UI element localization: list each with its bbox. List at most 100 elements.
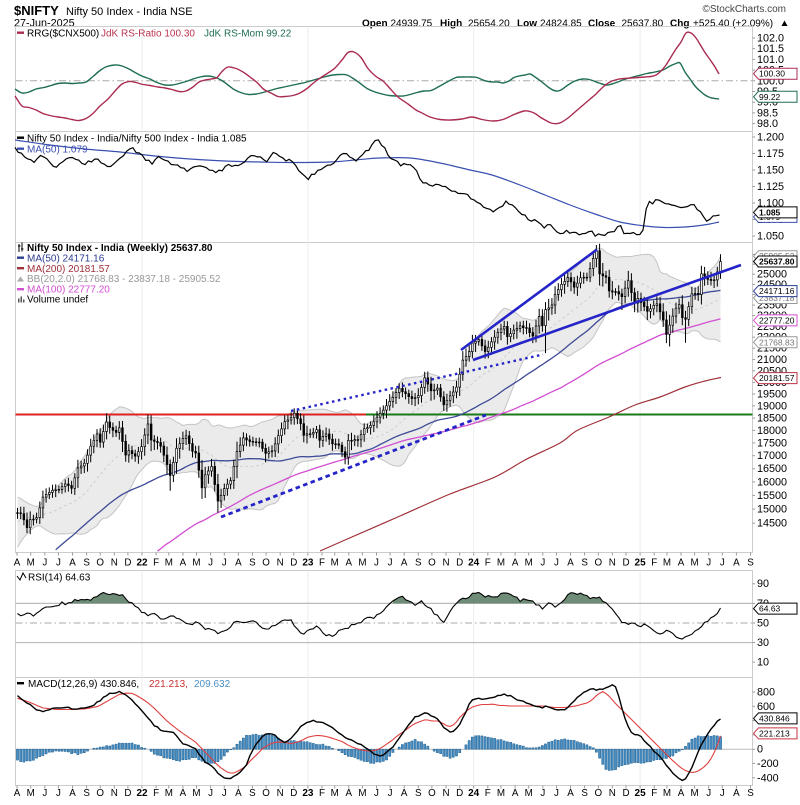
svg-text:17500: 17500 xyxy=(757,437,787,449)
svg-text:J: J xyxy=(42,558,47,569)
svg-text:J: J xyxy=(56,788,61,799)
svg-text:M: M xyxy=(331,788,339,799)
svg-text:90: 90 xyxy=(757,578,769,590)
svg-text:O: O xyxy=(594,558,602,569)
svg-text:N: N xyxy=(609,788,616,799)
svg-text:221.213,: 221.213, xyxy=(149,679,188,690)
svg-text:24824.85: 24824.85 xyxy=(540,19,582,30)
svg-text:J: J xyxy=(374,788,379,799)
svg-text:N: N xyxy=(442,788,449,799)
svg-text:1.175: 1.175 xyxy=(757,148,784,160)
svg-text:O: O xyxy=(96,558,104,569)
svg-text:J: J xyxy=(388,788,393,799)
svg-text:-200: -200 xyxy=(757,758,779,770)
svg-text:25000: 25000 xyxy=(757,269,787,281)
svg-text:MA(50) 1.079: MA(50) 1.079 xyxy=(27,145,88,156)
svg-text:MACD(12,26,9) 430.846,: MACD(12,26,9) 430.846, xyxy=(28,679,139,690)
svg-text:High: High xyxy=(440,19,462,30)
svg-text:O: O xyxy=(594,788,602,799)
svg-text:F: F xyxy=(319,788,325,799)
svg-text:A: A xyxy=(14,558,21,569)
svg-text:$NIFTY: $NIFTY xyxy=(14,3,59,18)
svg-text:25: 25 xyxy=(635,788,647,799)
svg-text:99.22: 99.22 xyxy=(759,92,781,102)
svg-text:N: N xyxy=(609,558,616,569)
svg-text:Nifty 50 Index - India NSE: Nifty 50 Index - India NSE xyxy=(66,6,193,18)
svg-text:23: 23 xyxy=(302,788,314,799)
svg-text:S: S xyxy=(747,788,754,799)
svg-text:18500: 18500 xyxy=(757,413,787,425)
svg-text:D: D xyxy=(124,558,131,569)
svg-text:O: O xyxy=(262,788,270,799)
svg-text:F: F xyxy=(651,788,657,799)
svg-text:221.213: 221.213 xyxy=(759,728,790,738)
svg-text:16500: 16500 xyxy=(757,463,787,475)
svg-text:Close: Close xyxy=(588,19,616,30)
svg-text:800: 800 xyxy=(757,687,775,699)
svg-text:M: M xyxy=(165,558,173,569)
svg-text:F: F xyxy=(485,788,491,799)
svg-text:A: A xyxy=(567,788,574,799)
svg-text:64.63: 64.63 xyxy=(759,604,781,614)
svg-text:A: A xyxy=(678,558,685,569)
svg-text:24: 24 xyxy=(468,788,480,799)
svg-text:15500: 15500 xyxy=(757,490,787,502)
svg-text:A: A xyxy=(346,558,353,569)
svg-text:N: N xyxy=(277,558,284,569)
svg-text:98.0: 98.0 xyxy=(757,118,778,130)
svg-text:1.125: 1.125 xyxy=(757,181,784,193)
svg-text:S: S xyxy=(249,788,256,799)
svg-text:O: O xyxy=(96,788,104,799)
svg-text:430.846: 430.846 xyxy=(759,713,790,723)
svg-text:A: A xyxy=(69,558,76,569)
svg-text:A: A xyxy=(567,558,574,569)
svg-text:25637.80: 25637.80 xyxy=(622,19,664,30)
svg-text:23837.18: 23837.18 xyxy=(759,293,795,303)
svg-text:J: J xyxy=(208,558,213,569)
svg-text:J: J xyxy=(222,788,227,799)
svg-text:JdK RS-Mom 99.22: JdK RS-Mom 99.22 xyxy=(204,29,292,40)
svg-text:O: O xyxy=(428,558,436,569)
svg-text:D: D xyxy=(290,788,297,799)
svg-text:1.150: 1.150 xyxy=(757,165,784,177)
svg-text:D: D xyxy=(622,558,629,569)
svg-text:Open: Open xyxy=(362,19,388,30)
svg-text:F: F xyxy=(153,788,159,799)
svg-text:1.050: 1.050 xyxy=(757,231,784,243)
svg-text:J: J xyxy=(554,788,559,799)
svg-text:M: M xyxy=(497,788,505,799)
svg-text:A: A xyxy=(180,788,187,799)
svg-text:JdK RS-Ratio 100.30: JdK RS-Ratio 100.30 xyxy=(101,29,195,40)
svg-text:A: A xyxy=(235,788,242,799)
svg-text:D: D xyxy=(456,788,463,799)
svg-text:M: M xyxy=(192,788,200,799)
svg-text:J: J xyxy=(720,788,725,799)
svg-text:15000: 15000 xyxy=(757,504,787,516)
svg-text:M: M xyxy=(27,558,35,569)
svg-text:A: A xyxy=(346,788,353,799)
svg-text:O: O xyxy=(428,788,436,799)
svg-text:Nifty 50 Index - India (Weekly: Nifty 50 Index - India (Weekly) 25637.80 xyxy=(27,243,213,254)
svg-text:19000: 19000 xyxy=(757,400,787,412)
svg-text:21768.83: 21768.83 xyxy=(759,337,795,347)
svg-text:J: J xyxy=(540,788,545,799)
svg-text:A: A xyxy=(235,558,242,569)
svg-text:S: S xyxy=(415,788,422,799)
svg-text:17000: 17000 xyxy=(757,450,787,462)
svg-text:S: S xyxy=(581,558,588,569)
svg-text:23: 23 xyxy=(302,558,314,569)
svg-text:O: O xyxy=(262,558,270,569)
svg-text:10: 10 xyxy=(757,657,769,669)
svg-text:19500: 19500 xyxy=(757,389,787,401)
svg-text:S: S xyxy=(747,558,754,569)
svg-text:M: M xyxy=(497,558,505,569)
svg-text:20181.57: 20181.57 xyxy=(759,373,795,383)
svg-text:J: J xyxy=(706,788,711,799)
svg-text:25637.80: 25637.80 xyxy=(759,257,795,267)
svg-text:16000: 16000 xyxy=(757,476,787,488)
svg-text:102.0: 102.0 xyxy=(757,33,784,45)
svg-text:J: J xyxy=(554,558,559,569)
svg-text:J: J xyxy=(56,558,61,569)
svg-text:14500: 14500 xyxy=(757,518,787,530)
svg-text:J: J xyxy=(720,558,725,569)
